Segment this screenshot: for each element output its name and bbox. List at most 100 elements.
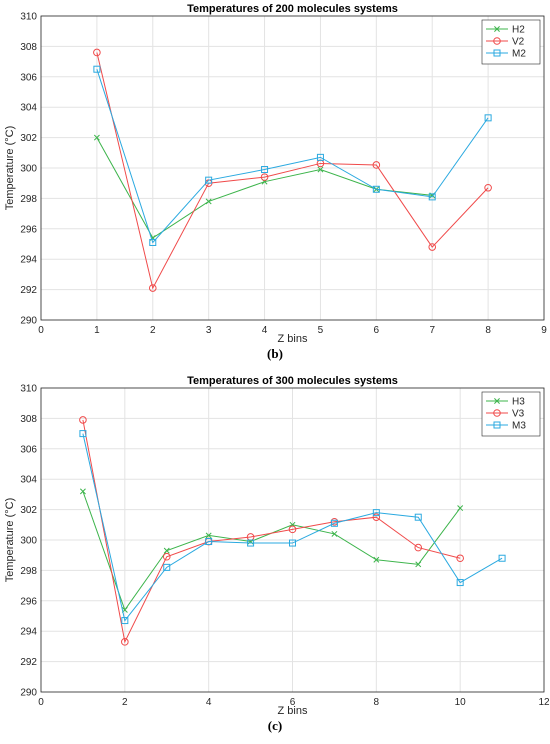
data-point-M3 [330,519,338,527]
y-tick-label: 304 [20,103,37,114]
data-point-H3 [457,505,464,512]
data-point-M3 [498,554,506,562]
x-tick-label: 4 [206,697,212,708]
data-point-M3 [456,579,464,587]
data-point-M3 [163,563,171,571]
chart-c: 290 292 294 296 298 300 302 304 306 308 310 0 2 4 6 8 10… [4,375,550,733]
y-tick-label: 304 [20,475,37,486]
data-point-V2 [372,161,381,169]
y-axis-label: Temperature (°C) [4,498,16,582]
y-tick-label: 296 [20,596,37,607]
data-point-V2 [484,183,492,192]
figure-caption: (c) [268,718,282,733]
legend-label-V3: V3 [512,409,525,420]
x-tick-label: 3 [206,325,212,336]
legend-box [481,19,541,65]
data-point-V2 [260,173,269,181]
y-tick-label: 306 [20,444,37,455]
legend-label-H2: H2 [512,25,525,36]
x-tick-label: 6 [290,697,296,708]
data-point-H3 [373,556,380,563]
data-point-M3 [79,430,87,438]
data-point-M3 [289,539,296,547]
data-point-V3 [414,543,423,552]
data-point-V3 [456,554,464,563]
x-tick-label: 0 [38,697,44,708]
y-tick-label: 300 [20,164,37,175]
x-tick-label: 12 [538,697,550,708]
legend-marker-V2 [493,37,501,45]
data-point-V2 [148,284,157,292]
y-tick-label: 302 [20,505,37,516]
data-point-M2 [149,238,157,246]
data-point-M3 [247,539,255,547]
x-tick-label: 4 [262,325,268,336]
data-point-M3 [121,617,129,625]
x-axis-label: Z bins [278,333,308,345]
x-tick-label: 2 [122,697,128,708]
y-tick-label: 298 [20,566,37,577]
data-point-V3 [372,513,381,521]
y-tick-label: 292 [20,657,37,668]
data-point-M2 [372,185,380,193]
y-tick-label: 294 [20,627,37,638]
data-point-M2 [316,153,324,161]
data-point-M2 [428,193,436,201]
legend-marker-M2 [493,49,501,57]
y-tick-label: 300 [20,536,37,547]
series-line-M3 [82,433,503,622]
legend-box [481,391,541,437]
x-tick-label: 8 [485,325,491,336]
y-tick-label: 308 [20,42,37,53]
data-point-M3 [414,513,422,521]
chart-title: Temperatures of 200 molecules systems [187,3,398,15]
data-point-V3 [288,525,297,534]
y-tick-label: 294 [20,255,37,266]
data-point-M3 [205,538,213,546]
data-point-M2 [261,166,269,174]
y-tick-label: 292 [20,285,37,296]
x-tick-label: 2 [150,325,156,336]
y-tick-label: 296 [20,224,37,235]
data-point-H2 [317,166,324,173]
axes-box [40,387,545,693]
data-point-M2 [93,65,101,73]
series-line-V3 [82,419,461,644]
legend-marker-M3 [493,421,501,429]
data-point-V2 [93,48,101,57]
y-tick-label: 298 [20,194,37,205]
legend-marker-V3 [493,409,501,417]
legend-label-H3: H3 [512,397,525,408]
data-point-M2 [484,114,492,122]
data-point-H2 [205,198,212,205]
data-point-M2 [205,176,213,184]
data-point-H3 [205,532,212,539]
data-point-H3 [163,547,170,554]
legend-marker-H2 [494,26,500,32]
y-tick-label: 308 [20,414,37,425]
data-point-H2 [93,134,100,141]
x-tick-label: 7 [429,325,435,336]
chart-b: 290 292 294 296 298 300 302 304 306 308 310 0 1 2 3 4 5 6… [4,3,547,361]
x-tick-label: 0 [38,325,44,336]
y-axis-label: Temperature (°C) [4,126,16,210]
data-point-V3 [79,416,87,424]
y-tick-label: 302 [20,133,37,144]
y-tick-label: 310 [20,12,37,23]
x-tick-label: 10 [455,697,467,708]
x-tick-label: 9 [541,325,547,336]
legend-label-V2: V2 [512,37,525,48]
x-tick-label: 6 [374,325,380,336]
x-tick-label: 1 [94,325,100,336]
y-tick-label: 290 [20,688,37,699]
x-tick-label: 5 [318,325,324,336]
data-point-V3 [121,638,129,646]
legend-label-M2: M2 [512,49,526,60]
axes-box [40,15,545,321]
series-line-M2 [96,69,489,244]
figure-caption: (b) [267,346,283,361]
legend-label-M3: M3 [512,421,526,432]
data-point-V3 [162,552,171,561]
series-line-V2 [96,52,489,290]
y-tick-label: 310 [20,384,37,395]
